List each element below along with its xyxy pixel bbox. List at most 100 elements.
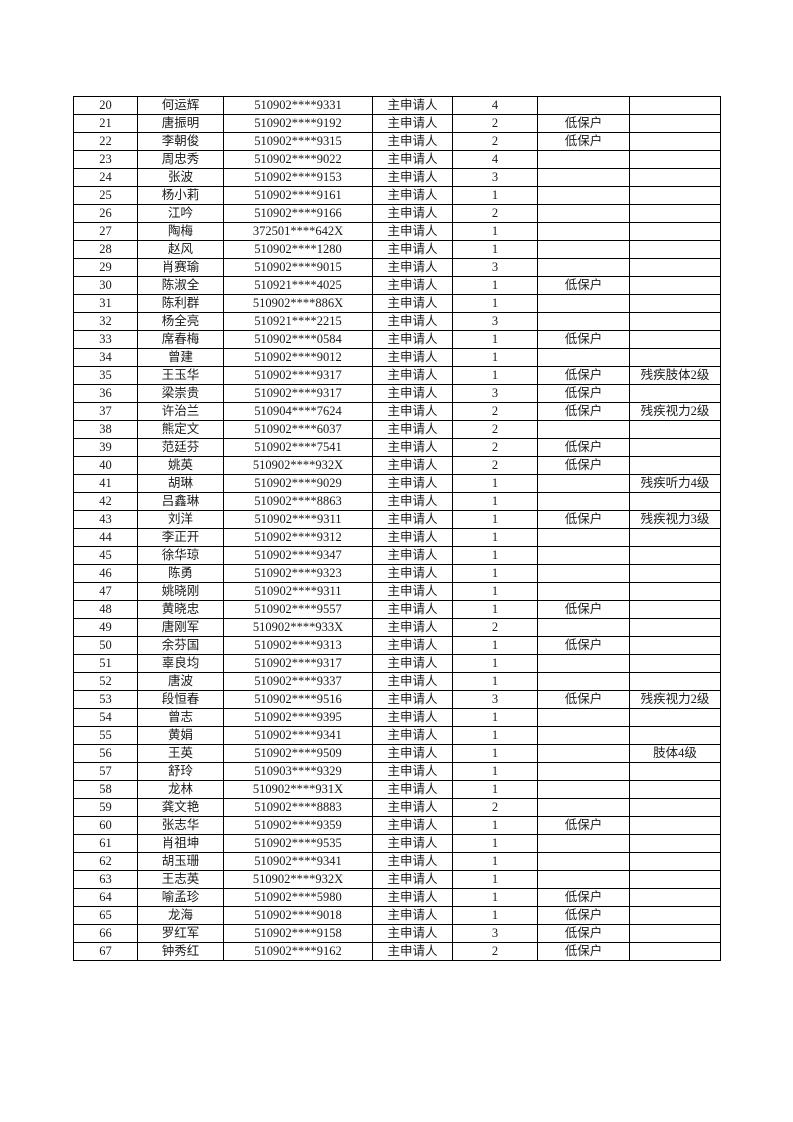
table-row: 21 唐振明 510902****9192 主申请人 2 低保户 [73, 114, 721, 133]
cell-no: 26 [73, 204, 138, 223]
cell-applicant-type: 主申请人 [372, 924, 453, 943]
cell-applicant-type: 主申请人 [372, 546, 453, 565]
cell-note [629, 816, 721, 835]
cell-id-number: 510902****9341 [223, 726, 373, 745]
cell-count: 1 [452, 348, 538, 367]
cell-count: 2 [452, 132, 538, 151]
cell-no: 47 [73, 582, 138, 601]
table-row: 47 姚晓刚 510902****9311 主申请人 1 [73, 582, 721, 601]
cell-status [537, 294, 630, 313]
cell-note [629, 888, 721, 907]
cell-id-number: 510902****9153 [223, 168, 373, 187]
cell-no: 54 [73, 708, 138, 727]
cell-count: 1 [452, 366, 538, 385]
cell-no: 36 [73, 384, 138, 403]
cell-status [537, 168, 630, 187]
cell-applicant-type: 主申请人 [372, 492, 453, 511]
cell-no: 39 [73, 438, 138, 457]
cell-count: 1 [452, 276, 538, 295]
cell-applicant-type: 主申请人 [372, 366, 453, 385]
cell-id-number: 510902****886X [223, 294, 373, 313]
cell-no: 25 [73, 186, 138, 205]
table-row: 50 余芬国 510902****9313 主申请人 1 低保户 [73, 636, 721, 655]
cell-no: 44 [73, 528, 138, 547]
cell-applicant-type: 主申请人 [372, 600, 453, 619]
cell-name: 唐波 [137, 672, 224, 691]
cell-note [629, 636, 721, 655]
cell-id-number: 510902****9395 [223, 708, 373, 727]
cell-status [537, 96, 630, 115]
cell-id-number: 510902****9012 [223, 348, 373, 367]
cell-applicant-type: 主申请人 [372, 474, 453, 493]
cell-id-number: 510902****9022 [223, 150, 373, 169]
cell-status: 低保户 [537, 438, 630, 457]
cell-no: 49 [73, 618, 138, 637]
cell-name: 肖祖坤 [137, 834, 224, 853]
cell-status [537, 798, 630, 817]
cell-status: 低保户 [537, 888, 630, 907]
cell-name: 陈利群 [137, 294, 224, 313]
table-row: 52 唐波 510902****9337 主申请人 1 [73, 672, 721, 691]
table-row: 31 陈利群 510902****886X 主申请人 1 [73, 294, 721, 313]
cell-id-number: 510902****9311 [223, 582, 373, 601]
cell-count: 1 [452, 816, 538, 835]
cell-status [537, 744, 630, 763]
table-body: 20 何运辉 510902****9331 主申请人 4 21 唐振明 510902****9… [73, 96, 721, 961]
table-row: 22 李朝俊 510902****9315 主申请人 2 低保户 [73, 132, 721, 151]
cell-note: 残疾肢体2级 [629, 366, 721, 385]
cell-applicant-type: 主申请人 [372, 888, 453, 907]
cell-count: 3 [452, 924, 538, 943]
cell-status [537, 222, 630, 241]
table-row: 49 唐刚军 510902****933X 主申请人 2 [73, 618, 721, 637]
cell-name: 余芬国 [137, 636, 224, 655]
cell-status [537, 582, 630, 601]
cell-status: 低保户 [537, 384, 630, 403]
cell-count: 1 [452, 906, 538, 925]
cell-name: 胡琳 [137, 474, 224, 493]
cell-count: 1 [452, 240, 538, 259]
cell-id-number: 510902****6037 [223, 420, 373, 439]
cell-note: 残疾视力3级 [629, 510, 721, 529]
cell-note [629, 708, 721, 727]
cell-count: 1 [452, 186, 538, 205]
cell-count: 3 [452, 690, 538, 709]
cell-id-number: 510904****7624 [223, 402, 373, 421]
cell-applicant-type: 主申请人 [372, 438, 453, 457]
table-row: 63 王志英 510902****932X 主申请人 1 [73, 870, 721, 889]
cell-note: 残疾视力2级 [629, 690, 721, 709]
cell-count: 1 [452, 744, 538, 763]
cell-name: 曾建 [137, 348, 224, 367]
cell-status [537, 420, 630, 439]
cell-no: 58 [73, 780, 138, 799]
cell-count: 1 [452, 528, 538, 547]
table-row: 57 舒玲 510903****9329 主申请人 1 [73, 762, 721, 781]
cell-count: 1 [452, 852, 538, 871]
cell-status [537, 618, 630, 637]
cell-applicant-type: 主申请人 [372, 906, 453, 925]
cell-status [537, 726, 630, 745]
cell-id-number: 510902****9331 [223, 96, 373, 115]
table-row: 64 喻孟珍 510902****5980 主申请人 1 低保户 [73, 888, 721, 907]
cell-id-number: 510902****9557 [223, 600, 373, 619]
cell-count: 1 [452, 888, 538, 907]
cell-count: 1 [452, 474, 538, 493]
table-row: 36 梁崇贵 510902****9317 主申请人 3 低保户 [73, 384, 721, 403]
cell-applicant-type: 主申请人 [372, 942, 453, 961]
cell-status [537, 780, 630, 799]
cell-no: 67 [73, 942, 138, 961]
cell-id-number: 510902****9029 [223, 474, 373, 493]
cell-id-number: 510902****1280 [223, 240, 373, 259]
cell-note [629, 870, 721, 889]
cell-note [629, 924, 721, 943]
cell-status [537, 528, 630, 547]
cell-note [629, 96, 721, 115]
cell-note [629, 348, 721, 367]
cell-count: 3 [452, 384, 538, 403]
cell-note [629, 420, 721, 439]
cell-applicant-type: 主申请人 [372, 834, 453, 853]
cell-status [537, 654, 630, 673]
table-row: 55 黄娟 510902****9341 主申请人 1 [73, 726, 721, 745]
cell-count: 1 [452, 564, 538, 583]
cell-id-number: 510902****931X [223, 780, 373, 799]
